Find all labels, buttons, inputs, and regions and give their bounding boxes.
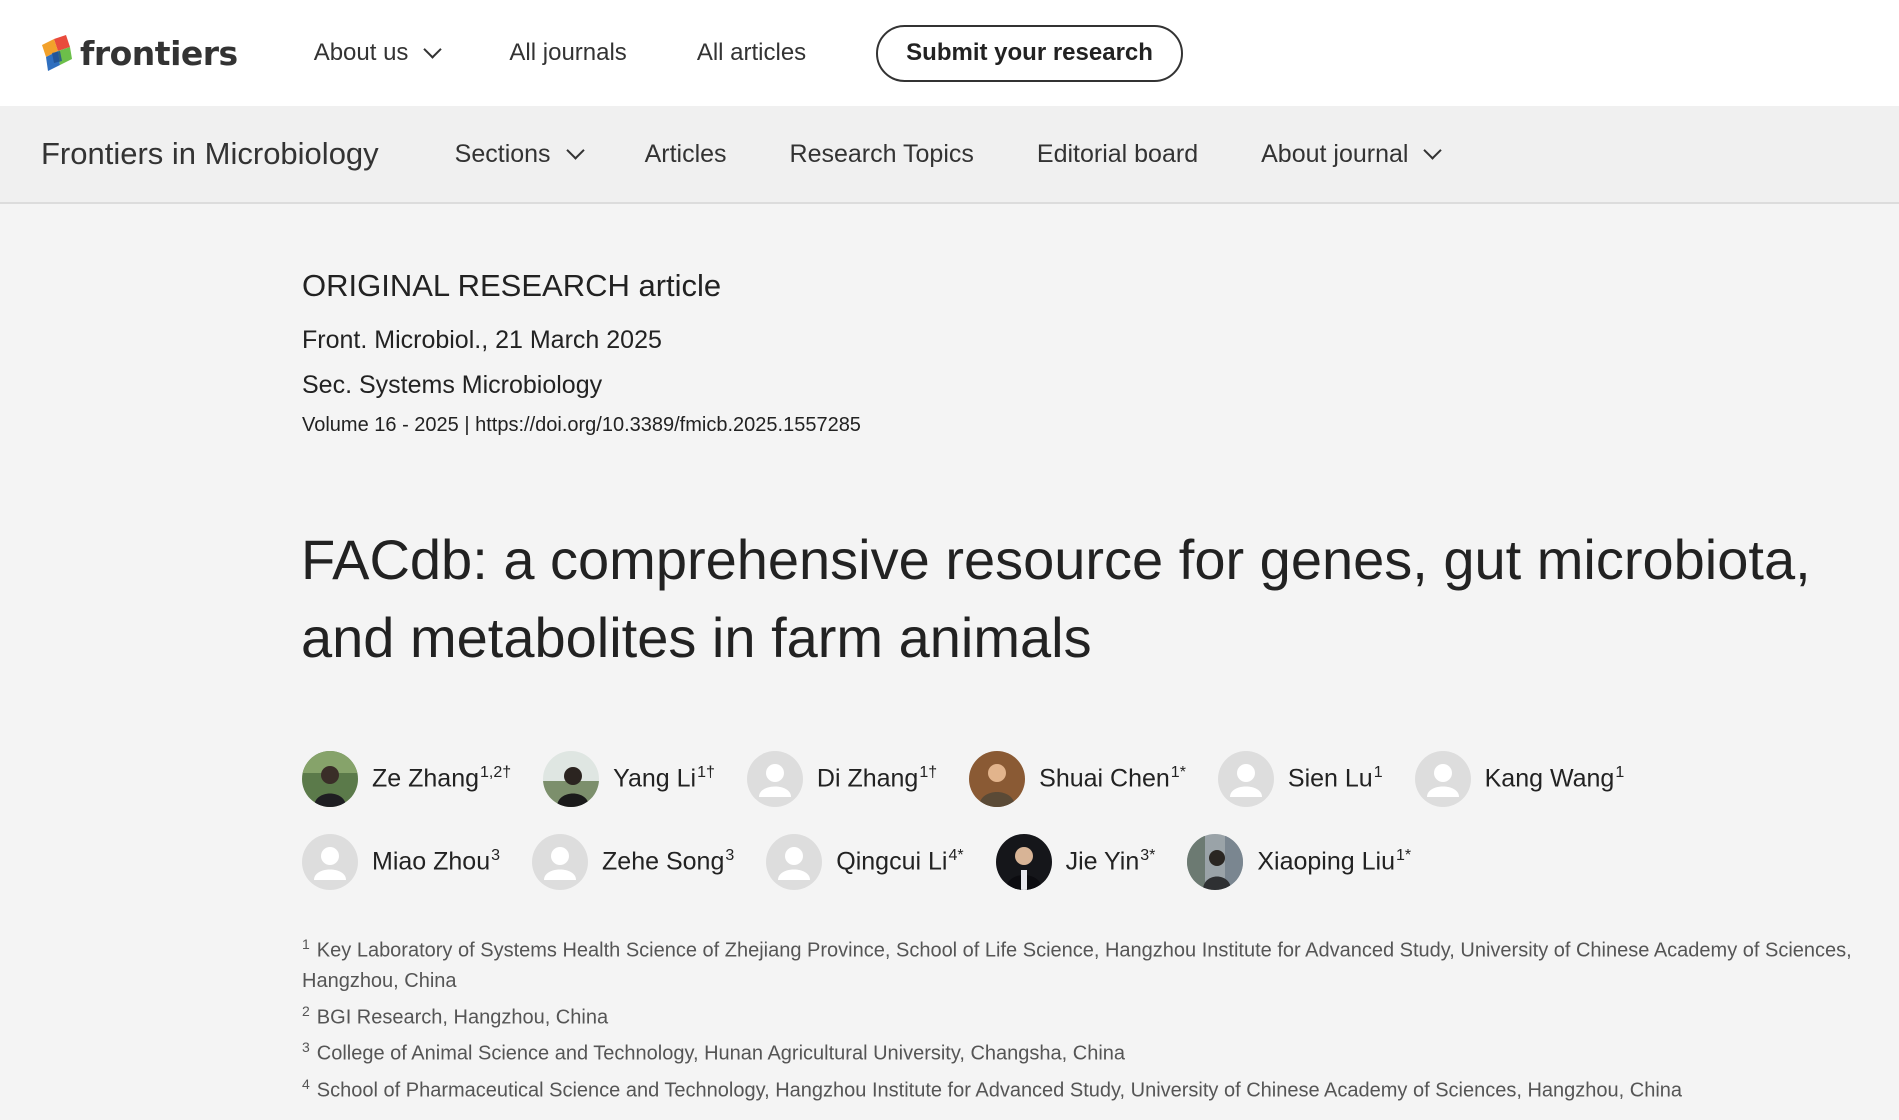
affiliation-item: 3 College of Animal Science and Technolog… <box>302 1039 1126 1065</box>
avatar <box>543 751 600 807</box>
avatar <box>969 751 1026 807</box>
chevron-down-icon <box>1423 140 1443 160</box>
journal-nav-sections[interactable]: Sections <box>454 139 585 169</box>
author-name: Qingcui Li4* <box>836 847 964 876</box>
nav-all-articles-label: All articles <box>696 39 807 66</box>
author-item[interactable]: Jie Yin3* <box>995 834 1156 890</box>
author-name: Di Zhang1† <box>816 764 938 793</box>
author-item[interactable]: Qingcui Li4* <box>766 834 964 890</box>
author-list: Ze Zhang1,2† Yang Li1† Di Zhang1† Shuai … <box>302 751 1862 890</box>
nav-about-us-label: About us <box>313 39 409 66</box>
author-item[interactable]: Zehe Song3 <box>532 834 734 890</box>
author-name: Jie Yin3* <box>1065 847 1156 876</box>
journal-nav-sections-label: Sections <box>454 139 551 168</box>
avatar-placeholder-icon <box>302 834 358 890</box>
author-name: Yang Li1† <box>613 764 715 793</box>
volume-line: Volume 16 - 2025 | https://doi.org/10.33… <box>302 414 1597 437</box>
author-row-2: Miao Zhou3 Zehe Song3 Qingcui Li4* Jie Y… <box>302 834 1862 890</box>
nav-all-articles[interactable]: All articles <box>697 39 806 67</box>
author-item[interactable]: Sien Lu1 <box>1217 751 1383 807</box>
affiliation-list: 1 Key Laboratory of Systems Health Scienc… <box>302 929 1872 1106</box>
nav-all-journals-label: All journals <box>509 39 627 66</box>
avatar <box>995 834 1052 890</box>
affiliation-item: 4 School of Pharmaceutical Science and Te… <box>302 1075 1683 1102</box>
author-item[interactable]: Ze Zhang1,2† <box>302 751 511 807</box>
avatar-placeholder-icon <box>746 751 803 807</box>
site-header: frontiers About us All journals All arti… <box>0 0 1899 106</box>
chevron-down-icon <box>423 39 443 59</box>
section-line[interactable]: Sec. Systems Microbiology <box>302 371 603 399</box>
journal-nav: Sections Articles Research Topics Editor… <box>455 140 1503 169</box>
nav-all-journals[interactable]: All journals <box>509 39 626 67</box>
journal-nav-about-journal-label: About journal <box>1261 139 1409 168</box>
journal-nav-about-journal[interactable]: About journal <box>1261 139 1443 169</box>
author-item[interactable]: Xiaoping Liu1* <box>1187 834 1411 890</box>
author-item[interactable]: Miao Zhou3 <box>302 834 500 890</box>
nav-about-us[interactable]: About us <box>313 39 443 67</box>
author-item[interactable]: Shuai Chen1* <box>969 751 1186 807</box>
citation-line: Front. Microbiol., 21 March 2025 <box>302 326 662 354</box>
avatar-placeholder-icon <box>1217 751 1274 807</box>
logo-text: frontiers <box>80 33 238 73</box>
author-row-1: Ze Zhang1,2† Yang Li1† Di Zhang1† Shuai … <box>302 751 1862 807</box>
journal-nav-articles[interactable]: Articles <box>645 140 727 169</box>
author-name: Miao Zhou3 <box>372 847 501 876</box>
author-name: Sien Lu1 <box>1287 764 1383 793</box>
journal-title[interactable]: Frontiers in Microbiology <box>41 136 379 171</box>
journal-nav-editorial-board[interactable]: Editorial board <box>1037 140 1198 169</box>
submit-research-button[interactable]: Submit your research <box>876 24 1183 82</box>
frontiers-logo-icon <box>42 35 72 71</box>
journal-nav-research-topics-label: Research Topics <box>789 139 974 168</box>
article-type: ORIGINAL RESEARCH article <box>302 268 722 303</box>
author-name: Ze Zhang1,2† <box>372 764 512 793</box>
volume-text: Volume 16 - 2025 | <box>302 414 476 436</box>
avatar <box>302 751 358 807</box>
article-title-line-1: FACdb: a comprehensive resource for gene… <box>301 528 1811 591</box>
author-name: Xiaoping Liu1* <box>1257 847 1412 876</box>
journal-nav-research-topics[interactable]: Research Topics <box>790 140 974 169</box>
author-item[interactable]: Yang Li1† <box>543 751 715 807</box>
affiliation-item: 1 Key Laboratory of Systems Health Scienc… <box>302 936 1852 992</box>
journal-bar: Frontiers in Microbiology Sections Artic… <box>0 106 1899 204</box>
author-item[interactable]: Kang Wang1 <box>1414 751 1625 807</box>
author-name: Zehe Song3 <box>602 847 735 876</box>
frontiers-logo[interactable]: frontiers <box>40 33 238 73</box>
journal-nav-editorial-board-label: Editorial board <box>1036 139 1199 168</box>
article-title: FACdb: a comprehensive resource for gene… <box>301 521 1898 677</box>
author-name: Kang Wang1 <box>1484 764 1625 793</box>
article-title-line-2: and metabolites in farm animals <box>301 606 1092 669</box>
avatar-placeholder-icon <box>766 834 823 890</box>
article-header: ORIGINAL RESEARCH article Front. Microbi… <box>0 204 1852 1106</box>
global-nav: About us All journals All articles Submi… <box>313 24 1183 82</box>
chevron-down-icon <box>565 140 585 160</box>
doi-link[interactable]: https://doi.org/10.3389/fmicb.2025.15572… <box>475 414 861 436</box>
affiliation-item: 2 BGI Research, Hangzhou, China <box>302 1002 609 1029</box>
avatar-placeholder-icon <box>1414 751 1471 807</box>
avatar <box>1187 834 1244 890</box>
author-item[interactable]: Di Zhang1† <box>746 751 938 807</box>
author-name: Shuai Chen1* <box>1039 764 1186 793</box>
journal-nav-articles-label: Articles <box>644 139 727 168</box>
avatar-placeholder-icon <box>532 834 589 890</box>
